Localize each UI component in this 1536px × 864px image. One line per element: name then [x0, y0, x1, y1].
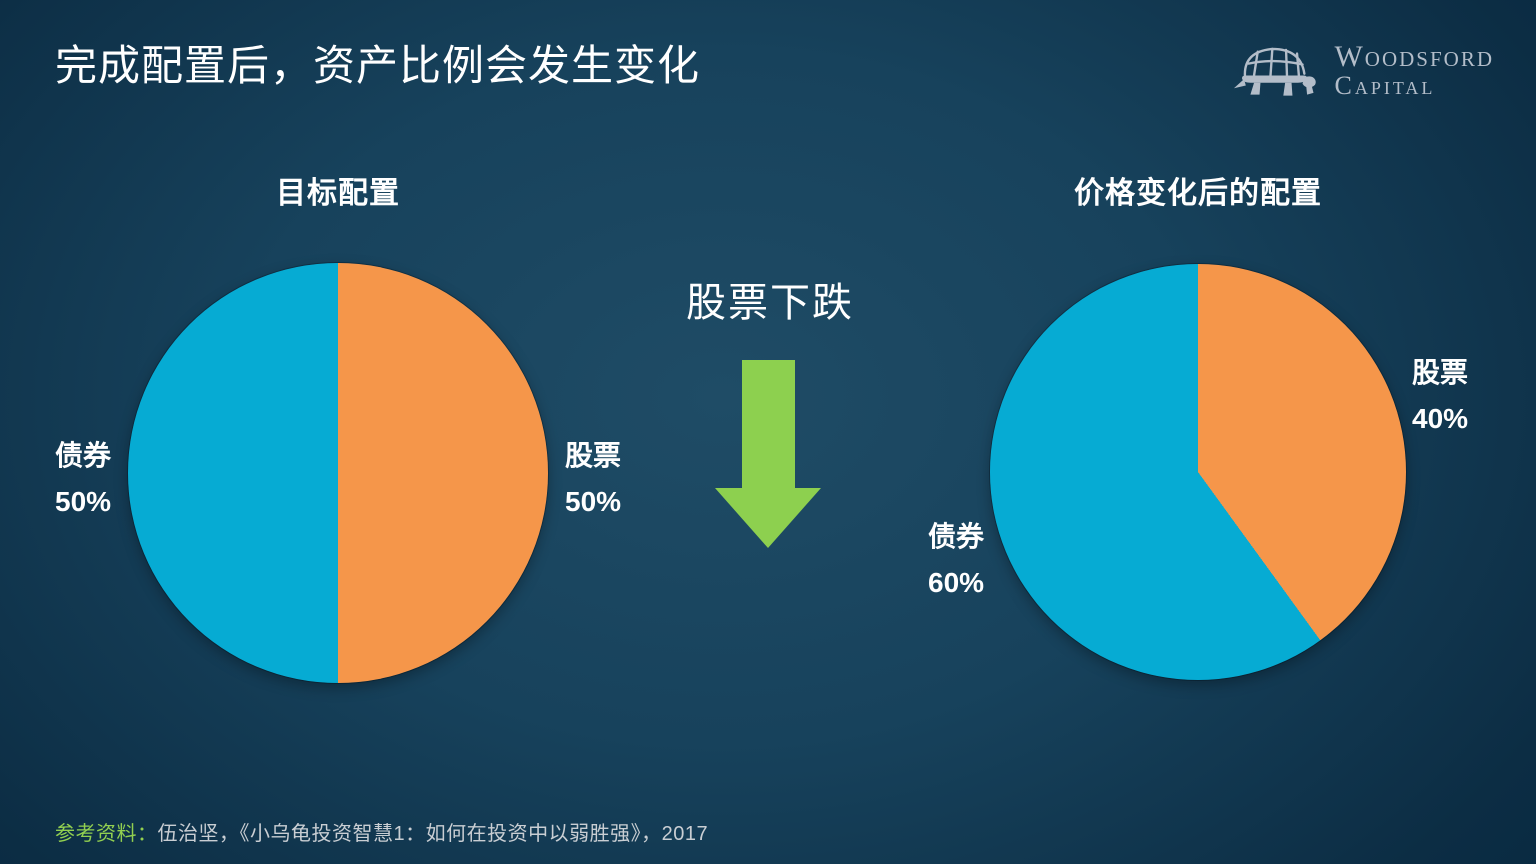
- slice-label: 债券: [55, 440, 112, 471]
- left-chart-title: 目标配置: [276, 177, 400, 210]
- logo-wordmark: Woodsford Capital: [1334, 41, 1494, 100]
- footnote-text: 伍治坚，《小乌龟投资智慧1：如何在投资中以弱胜强》，2017: [157, 823, 709, 845]
- right-chart-title: 价格变化后的配置: [1074, 177, 1322, 210]
- slice-percent: 60%: [928, 567, 985, 598]
- slice-percent: 50%: [565, 486, 622, 517]
- label-bonds-left-pie: 债券 50%: [55, 433, 111, 525]
- slice-percent: 50%: [55, 486, 112, 517]
- logo-line1: Woodsford: [1334, 39, 1494, 73]
- label-stocks-left-pie: 股票 50%: [565, 433, 621, 525]
- slice-label: 股票: [565, 440, 622, 471]
- reference-footnote: 参考资料：伍治坚，《小乌龟投资智慧1：如何在投资中以弱胜强》，2017: [55, 817, 708, 846]
- logo-line2: Capital: [1334, 71, 1436, 101]
- slice-label: 股票: [1412, 357, 1469, 388]
- footnote-prefix: 参考资料：: [55, 823, 158, 845]
- label-bonds-right-pie: 债券 60%: [928, 514, 984, 606]
- pie-chart-after-price-change: [990, 264, 1406, 680]
- center-annotation: 股票下跌: [686, 281, 854, 325]
- page-title: 完成配置后，资产比例会发生变化: [55, 42, 701, 89]
- slice-percent: 40%: [1412, 403, 1469, 434]
- turtle-icon: [1234, 47, 1317, 96]
- label-stocks-right-pie: 股票 40%: [1412, 350, 1468, 442]
- slice-label: 债券: [928, 521, 985, 552]
- company-logo: Woodsford Capital: [1230, 38, 1494, 102]
- down-arrow-icon: [715, 360, 821, 548]
- pie-chart-target-allocation: [128, 263, 548, 683]
